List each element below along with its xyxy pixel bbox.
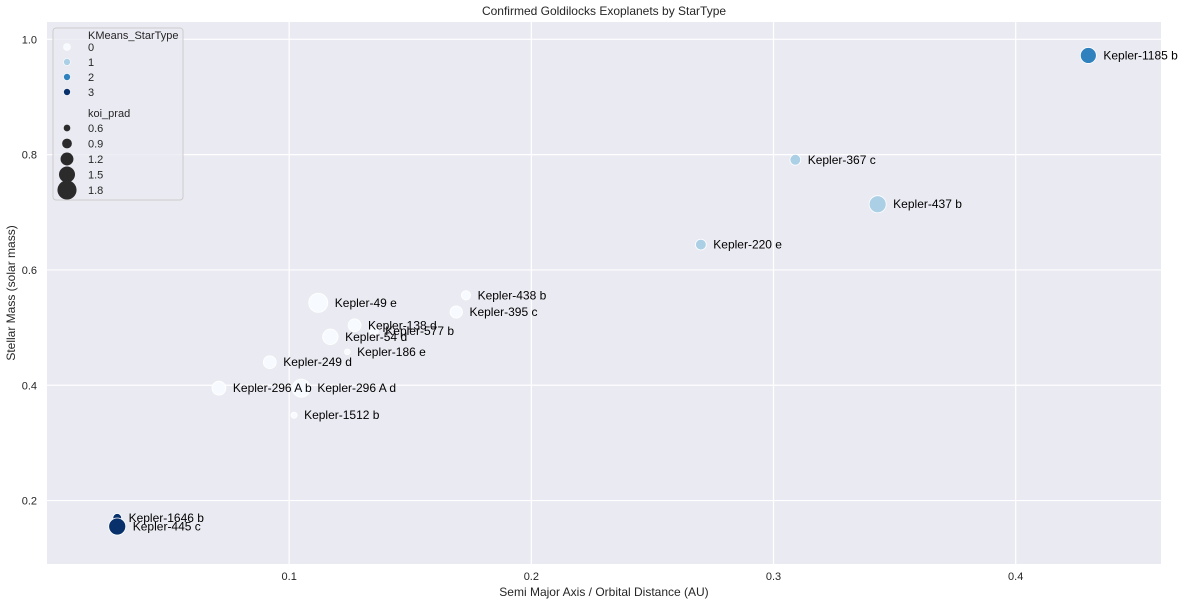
point-label: Kepler-1512 b bbox=[304, 408, 380, 422]
legend-hue-marker bbox=[63, 88, 71, 96]
point-label: Kepler-437 b bbox=[893, 197, 962, 211]
point-label: Kepler-220 e bbox=[713, 238, 782, 252]
point-label: Kepler-249 d bbox=[283, 355, 352, 369]
data-point bbox=[322, 328, 339, 345]
point-label: Kepler-186 e bbox=[357, 345, 426, 359]
x-tick-label: 0.1 bbox=[282, 571, 297, 583]
y-tick-label: 0.2 bbox=[22, 496, 37, 508]
data-point bbox=[211, 380, 227, 396]
data-point bbox=[108, 517, 127, 536]
legend-size-label: 1.2 bbox=[88, 154, 103, 166]
x-axis-label: Semi Major Axis / Orbital Distance (AU) bbox=[499, 585, 708, 599]
point-label: Kepler-577 b bbox=[385, 324, 454, 338]
point-label: Kepler-1646 b bbox=[129, 511, 205, 525]
data-point bbox=[347, 318, 362, 333]
legend-hue-title: KMeans_StarType bbox=[88, 30, 179, 42]
legend-hue-marker bbox=[63, 73, 71, 81]
point-label: Kepler-296 A d bbox=[317, 381, 396, 395]
data-point bbox=[789, 154, 802, 166]
y-axis-label: Stellar Mass (solar mass) bbox=[4, 225, 18, 360]
point-label: Kepler-395 c bbox=[469, 305, 537, 319]
legend-size-label: 1.5 bbox=[88, 170, 103, 182]
legend-hue-label: 2 bbox=[88, 72, 94, 84]
legend-size-label: 0.9 bbox=[88, 139, 103, 151]
data-point bbox=[290, 411, 298, 419]
legend-size-entries: 0.6 0.9 1.2 1.5 1.8 bbox=[57, 123, 103, 200]
y-axis-ticks: 0.2 0.4 0.6 0.8 1.0 bbox=[22, 34, 37, 507]
data-point bbox=[460, 290, 471, 301]
data-point bbox=[1079, 47, 1097, 64]
y-tick-label: 0.4 bbox=[22, 380, 37, 392]
data-point bbox=[344, 348, 351, 356]
point-label: Kepler-367 c bbox=[808, 153, 876, 167]
legend-size-marker bbox=[62, 138, 72, 149]
data-point bbox=[449, 305, 463, 319]
point-label: Kepler-138 d bbox=[368, 318, 437, 332]
legend: KMeans_StarType koi_prad 0 1 2 3 0.6 0.9 1.2 1… bbox=[52, 27, 184, 201]
legend-hue-label: 0 bbox=[88, 42, 94, 54]
x-tick-label: 0.2 bbox=[524, 571, 539, 583]
point-label: Kepler-1185 b bbox=[1103, 48, 1178, 62]
data-point bbox=[695, 238, 707, 251]
x-axis-ticks: 0.1 0.2 0.3 0.4 bbox=[282, 571, 1024, 583]
legend-hue-label: 1 bbox=[88, 57, 94, 69]
x-tick-label: 0.4 bbox=[1008, 571, 1023, 583]
legend-hue-marker bbox=[63, 58, 71, 66]
grid-lines bbox=[47, 22, 1161, 564]
point-labels: Kepler-1185 b Kepler-367 c Kepler-437 b Kep… bbox=[129, 48, 1179, 533]
y-tick-label: 0.8 bbox=[22, 150, 37, 162]
x-tick-label: 0.3 bbox=[766, 571, 781, 583]
point-label: Kepler-445 c bbox=[133, 520, 201, 534]
data-point bbox=[868, 195, 887, 214]
legend-size-marker bbox=[60, 152, 74, 166]
legend-size-label: 1.8 bbox=[88, 185, 103, 197]
legend-size-title: koi_prad bbox=[88, 108, 130, 120]
data-point bbox=[369, 326, 379, 336]
point-label: Kepler-296 A b bbox=[233, 381, 312, 395]
chart-title: Confirmed Goldilocks Exoplanets by StarT… bbox=[482, 4, 726, 18]
data-point bbox=[308, 292, 329, 313]
data-point bbox=[291, 378, 311, 398]
data-points bbox=[108, 47, 1097, 536]
y-tick-label: 0.6 bbox=[22, 265, 37, 277]
point-label: Kepler-49 e bbox=[335, 296, 397, 310]
legend-hue-marker bbox=[63, 43, 71, 51]
y-tick-label: 1.0 bbox=[22, 34, 37, 46]
data-point bbox=[262, 355, 277, 370]
legend-size-marker bbox=[57, 180, 77, 200]
plot-background bbox=[47, 22, 1161, 564]
legend-hue-entries: 0 1 2 3 bbox=[63, 42, 94, 99]
point-label: Kepler-438 b bbox=[478, 288, 547, 302]
legend-size-label: 0.6 bbox=[88, 123, 103, 135]
legend-frame bbox=[52, 27, 184, 201]
legend-hue-label: 3 bbox=[88, 87, 94, 99]
legend-size-marker bbox=[63, 124, 71, 132]
legend-size-marker bbox=[59, 166, 75, 183]
point-label: Kepler-54 d bbox=[345, 330, 407, 344]
